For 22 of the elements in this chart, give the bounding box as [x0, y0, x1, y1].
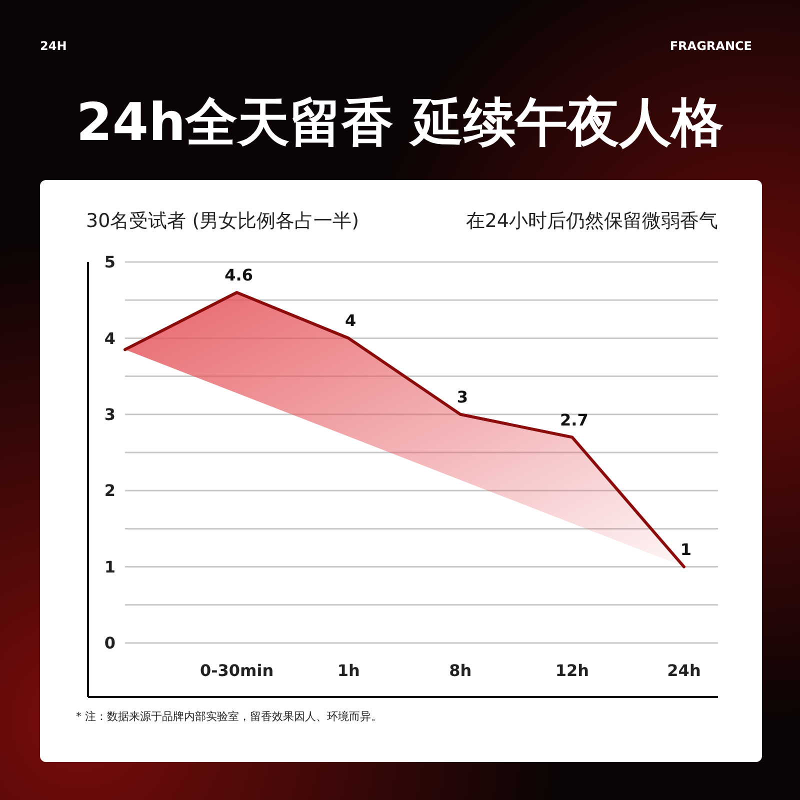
text: FRAGRANCE [670, 39, 752, 53]
data-label: 4.6 [224, 265, 253, 284]
text: * 注：数据来源于品牌内部实验室，留香效果因人、环境而异。 [76, 710, 382, 723]
x-tick-label: 12h [555, 661, 590, 680]
data-label: 3 [456, 387, 468, 406]
chart-subtitle: 30名受试者 (男女比例各占一半) [86, 210, 360, 232]
x-tick-label: 8h [449, 661, 472, 680]
x-tick-label: 24h [667, 661, 701, 680]
data-label: 2.7 [560, 410, 588, 430]
text: 24H [40, 39, 67, 53]
chart-title: 24h全天留香 延续午夜人格 [76, 93, 724, 153]
data-label: 4 [345, 311, 356, 330]
x-tick-label: 0-30min [200, 661, 274, 680]
x-tick-label: 1h [337, 661, 360, 680]
y-tick-label: 5 [104, 252, 116, 272]
y-tick-label: 1 [104, 557, 116, 576]
y-tick-label: 2 [104, 481, 116, 500]
y-tick-label: 3 [104, 405, 116, 424]
text: 在24小时后仍然保留微弱香气 [466, 210, 718, 232]
data-label: 1 [680, 540, 692, 559]
y-tick-label: 0 [104, 634, 116, 653]
y-tick-label: 4 [104, 328, 116, 348]
